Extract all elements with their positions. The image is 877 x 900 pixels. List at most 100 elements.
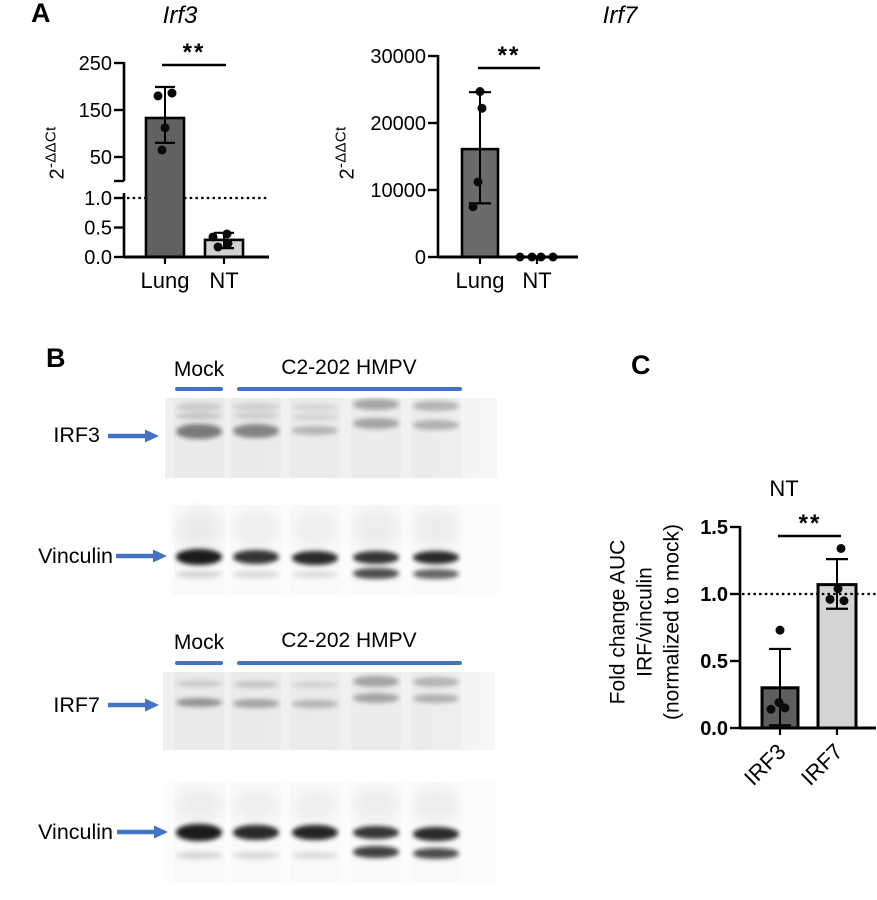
data-point <box>167 88 177 98</box>
vinculin-band-arrow-icon-2 <box>117 825 168 839</box>
blot-band <box>176 424 222 439</box>
blot-band <box>292 414 338 420</box>
chart-title-irf7: Irf7 <box>602 2 638 29</box>
blot-lane <box>351 782 401 883</box>
blot-lane <box>411 505 461 595</box>
blot-band <box>176 680 222 687</box>
blot-lane <box>411 398 461 478</box>
blot-band <box>413 827 459 841</box>
data-point <box>475 87 485 97</box>
panel-label-a: A <box>31 0 51 28</box>
chart-irf3: 250 150 50 1.0 0.5 0.0 Lung NT ** <box>79 39 269 293</box>
chart-irf7: 30000 20000 10000 0 Lung NT ** <box>370 42 578 293</box>
blot-band <box>292 852 338 859</box>
blot-irf7 <box>163 672 495 750</box>
blot-band <box>233 550 279 564</box>
x-category-label: IRF7 <box>796 739 847 790</box>
chart-title-irf3: Irf3 <box>162 2 198 29</box>
blot-band <box>353 399 399 410</box>
blot-lane <box>174 505 224 595</box>
chart-fold-change: 1.5 1.0 0.5 0.0 IRF3 IRF7 ** <box>700 510 876 790</box>
blot-band <box>292 426 338 435</box>
blot-band <box>233 413 279 419</box>
y-tick-label: 1.0 <box>700 584 728 606</box>
virus-group-label: C2-202 HMPV <box>281 356 417 379</box>
y-tick-label: 10000 <box>370 180 426 202</box>
virus-group-label-2: C2-202 HMPV <box>281 629 417 652</box>
data-point <box>157 145 167 155</box>
data-point <box>222 229 232 239</box>
blot-band <box>176 788 222 822</box>
panel-label-b: B <box>46 343 66 373</box>
blot-lane <box>290 398 340 478</box>
blot-vinculin-2 <box>165 782 497 883</box>
blot-lane <box>411 782 461 883</box>
y-tick-label: 30000 <box>370 46 426 68</box>
blot-band <box>292 700 338 708</box>
blot-lane <box>351 672 401 750</box>
blot-band <box>233 825 279 840</box>
blot-lane <box>231 505 281 595</box>
blot-lane <box>231 672 281 750</box>
blot-band <box>176 549 222 565</box>
blot-band <box>413 420 459 430</box>
blot-lane <box>174 398 224 478</box>
blot-row-label-vinculin-2: Vinculin <box>38 820 113 844</box>
blot-band <box>413 788 459 822</box>
blot-band <box>353 693 399 703</box>
blot-band <box>176 571 222 578</box>
irf7-band-arrow-icon <box>108 698 159 712</box>
blot-band <box>413 401 459 411</box>
blot-band <box>353 826 399 839</box>
blot-band <box>413 569 459 579</box>
blot-band <box>176 403 222 411</box>
data-point <box>839 596 849 606</box>
blot-band <box>292 571 338 578</box>
data-point <box>473 177 483 187</box>
data-point <box>223 238 233 248</box>
data-point <box>766 704 776 714</box>
blot-vinculin-1 <box>170 505 500 595</box>
x-category-label: NT <box>209 268 238 293</box>
blot-lane <box>351 398 401 478</box>
y-tick-label: 0.0 <box>84 247 112 269</box>
blot-band <box>176 824 222 841</box>
y-tick-label: 0.5 <box>700 651 728 673</box>
blot-band <box>233 424 279 438</box>
data-point <box>774 698 784 708</box>
blot-band <box>413 509 459 549</box>
blot-band <box>233 699 279 708</box>
blot-band <box>233 403 279 411</box>
data-point <box>780 703 790 713</box>
y-axis-label-irf7: 2-ΔΔCt <box>332 126 359 180</box>
data-point <box>153 91 163 101</box>
blot-band <box>413 677 459 687</box>
blot-band <box>233 789 279 821</box>
blot-band <box>292 510 338 548</box>
blot-lane <box>290 782 340 883</box>
blot-band <box>413 694 459 703</box>
mock-group-label-2: Mock <box>173 631 225 654</box>
y-tick-label: 20000 <box>370 113 426 135</box>
blot-lane <box>290 505 340 595</box>
y-tick-label: 250 <box>79 53 112 75</box>
x-category-label: IRF3 <box>739 739 790 790</box>
y-tick-label: 1.0 <box>84 188 112 210</box>
blot-band <box>292 825 338 840</box>
vinculin-band-arrow-icon-1 <box>116 549 167 563</box>
blot-row-label-vinculin-1: Vinculin <box>38 544 113 568</box>
blot-band <box>176 509 222 549</box>
blot-band <box>292 404 338 411</box>
blot-band <box>353 418 399 429</box>
y-tick-label: 0.0 <box>700 718 728 740</box>
blot-row-label-irf7: IRF7 <box>53 693 100 717</box>
virus-group-underline-2 <box>237 661 462 665</box>
chart-title-nt: NT <box>769 476 799 501</box>
blot-lane <box>231 398 281 478</box>
significance-stars: ** <box>799 510 822 537</box>
error-bar <box>769 647 791 727</box>
blot-row-label-irf3: IRF3 <box>53 423 100 447</box>
blot-band <box>413 551 459 564</box>
